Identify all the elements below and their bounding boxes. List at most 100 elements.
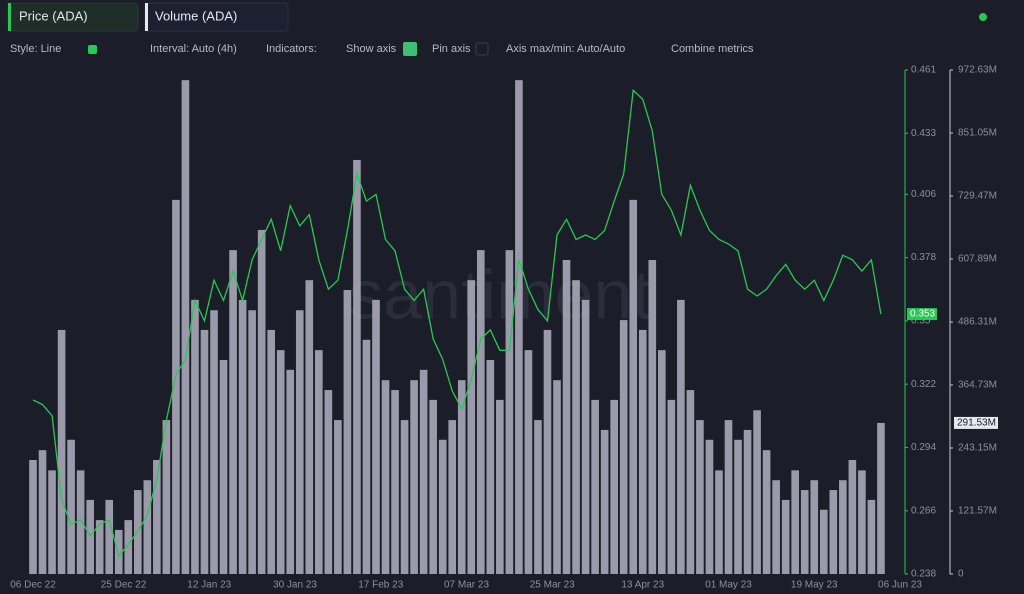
volume-bar	[191, 299, 199, 574]
volume-bar	[791, 470, 800, 574]
color-swatch[interactable]	[88, 45, 97, 54]
volume-bar	[867, 499, 876, 574]
volume-bar	[619, 320, 628, 574]
volume-bar	[400, 420, 409, 574]
volume-bar	[562, 259, 571, 574]
volume-bar	[753, 410, 761, 574]
x-tick-label: 07 Mar 23	[444, 580, 489, 591]
volume-bar	[677, 299, 685, 574]
volume-bar	[57, 329, 66, 574]
volume-bar	[219, 359, 228, 574]
volume-bar	[667, 399, 676, 574]
x-tick-label: 13 Apr 23	[621, 580, 664, 591]
volume-bar	[705, 439, 714, 574]
volume-bar	[829, 490, 838, 574]
volume-bar	[153, 459, 161, 574]
y-tick-label: 0.238	[911, 569, 936, 580]
y2-tick-label: 972.63M	[958, 65, 997, 76]
x-tick-label: 06 Dec 22	[10, 580, 56, 591]
x-tick-label: 25 Dec 22	[101, 580, 147, 591]
volume-bar	[229, 250, 237, 574]
volume-bar	[48, 470, 56, 574]
y-tick-label: 0.294	[911, 442, 936, 453]
volume-bar	[67, 439, 75, 574]
pin-axis-toggle[interactable]: Pin axis	[432, 43, 471, 55]
volume-bar	[429, 399, 437, 574]
volume-bar	[324, 390, 333, 574]
volume-tag-label: 291.53M	[957, 418, 996, 429]
volume-bar	[276, 350, 285, 574]
volume-bar	[686, 390, 695, 574]
volume-bar	[448, 420, 457, 574]
y-tick-label: 0.322	[911, 379, 936, 390]
volume-bar	[496, 399, 504, 574]
volume-bar	[410, 380, 418, 574]
volume-bar	[38, 450, 47, 574]
volume-bar	[467, 280, 476, 574]
x-tick-label: 19 May 23	[791, 580, 838, 591]
volume-bar	[295, 310, 304, 574]
y-tick-label: 0.406	[911, 189, 936, 200]
volume-tag	[954, 416, 998, 429]
volume-bar	[610, 399, 618, 574]
y-tick-label: 0.461	[911, 65, 936, 76]
volume-bar	[515, 80, 523, 574]
price-tag-label: 0.353	[910, 309, 935, 320]
x-tick-label: 25 Mar 23	[530, 580, 575, 591]
status-dot	[979, 13, 987, 21]
volume-bar	[353, 159, 361, 575]
volume-bar	[248, 310, 256, 574]
checkbox[interactable]	[403, 42, 417, 56]
y-tick-label: 0.378	[911, 252, 936, 263]
interval-button[interactable]: Interval: Auto (4h)	[150, 43, 237, 55]
tab-indicator	[145, 3, 148, 31]
volume-bar	[715, 470, 723, 574]
volume-bar	[638, 329, 647, 574]
y-tick-label: 0.266	[911, 505, 936, 516]
y2-tick-label: 0	[958, 569, 964, 580]
volume-bar	[457, 380, 466, 574]
y2-tick-label: 607.89M	[958, 254, 997, 265]
volume-bar	[696, 420, 704, 574]
tab-indicator	[8, 3, 11, 31]
volume-bar	[372, 299, 380, 574]
y2-tick-label: 364.73M	[958, 380, 997, 391]
style-button[interactable]: Style: Line	[10, 43, 61, 55]
volume-bar	[172, 199, 180, 574]
y-tick-label: 0.433	[911, 128, 936, 139]
volume-bar	[505, 250, 514, 574]
volume-bar	[734, 439, 742, 574]
watermark: santiment	[348, 255, 651, 333]
volume-bar	[143, 480, 152, 574]
volume-bar	[810, 480, 819, 574]
volume-bar	[877, 422, 885, 574]
volume-bar	[315, 350, 323, 574]
tab-label: Volume (ADA)	[155, 8, 237, 23]
volume-bar	[343, 290, 352, 574]
axis-range-button[interactable]: Axis max/min: Auto/Auto	[506, 43, 625, 55]
volume-bar	[534, 420, 542, 574]
volume-bar	[381, 380, 390, 574]
show-axis-toggle[interactable]: Show axis	[346, 43, 397, 55]
volume-bar	[362, 339, 371, 574]
volume-bar	[210, 310, 218, 574]
volume-bar	[124, 520, 133, 574]
checkbox[interactable]	[475, 42, 489, 56]
indicators-button[interactable]: Indicators:	[266, 43, 317, 55]
tab-label: Price (ADA)	[19, 8, 88, 23]
y2-tick-label: 121.57M	[958, 506, 997, 517]
volume-bar	[800, 490, 809, 574]
x-tick-label: 12 Jan 23	[187, 580, 231, 591]
price-tag	[907, 308, 937, 321]
volume-bar	[334, 420, 342, 574]
volume-bar	[105, 499, 114, 574]
volume-bar	[238, 299, 247, 574]
volume-bar	[162, 420, 171, 574]
volume-bar	[267, 329, 275, 574]
y2-tick-label: 486.31M	[958, 317, 997, 328]
volume-bar	[476, 250, 485, 574]
y-tick-label: 0.35	[911, 316, 931, 327]
volume-bar	[305, 280, 314, 574]
combine-button[interactable]: Combine metrics	[671, 43, 754, 55]
